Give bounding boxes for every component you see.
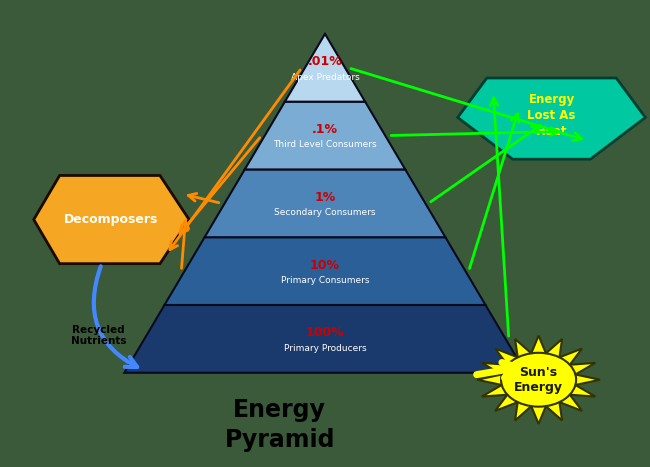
Text: Decomposers: Decomposers <box>64 213 159 226</box>
Polygon shape <box>34 176 189 264</box>
Polygon shape <box>124 305 526 373</box>
Text: Primary Producers: Primary Producers <box>283 344 367 353</box>
Text: Apex Predators: Apex Predators <box>291 72 359 82</box>
Text: Sun's
Energy: Sun's Energy <box>514 366 563 394</box>
Text: Primary Consumers: Primary Consumers <box>281 276 369 285</box>
Polygon shape <box>164 237 486 305</box>
Text: Energy: Energy <box>233 398 326 422</box>
Text: Secondary Consumers: Secondary Consumers <box>274 208 376 217</box>
Text: .1%: .1% <box>312 123 338 136</box>
Text: 100%: 100% <box>306 326 345 340</box>
Text: Pyramid: Pyramid <box>224 428 335 452</box>
Polygon shape <box>477 336 600 424</box>
Polygon shape <box>285 34 365 102</box>
Text: .01%: .01% <box>307 55 343 68</box>
Text: 1%: 1% <box>315 191 335 204</box>
Text: Recycled
Nutrients: Recycled Nutrients <box>71 325 126 347</box>
Text: 10%: 10% <box>310 259 340 272</box>
FancyArrowPatch shape <box>94 266 137 367</box>
Text: Third Level Consumers: Third Level Consumers <box>273 141 377 149</box>
Text: Energy
Lost As
Heat: Energy Lost As Heat <box>527 92 576 138</box>
Polygon shape <box>245 102 405 170</box>
Polygon shape <box>458 78 645 159</box>
Circle shape <box>501 353 576 407</box>
Polygon shape <box>205 170 445 237</box>
